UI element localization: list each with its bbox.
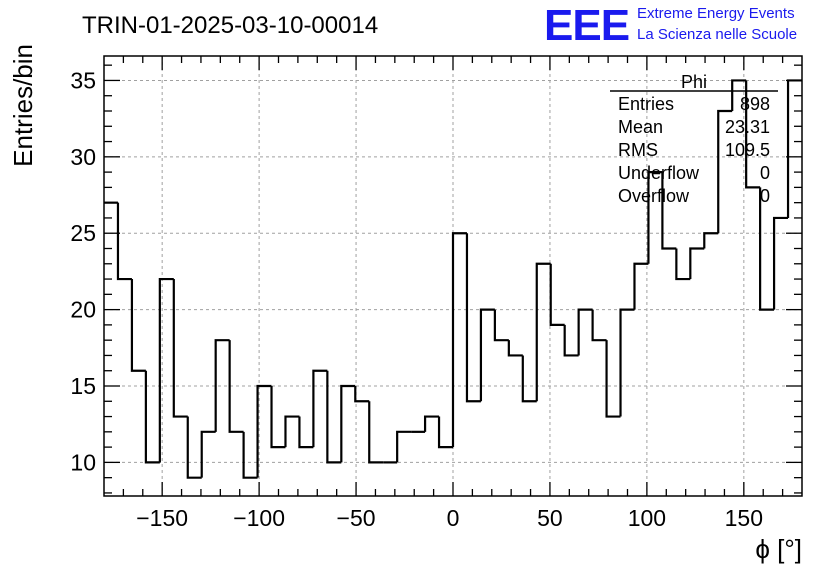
histogram-bin xyxy=(689,247,705,280)
histogram-bin xyxy=(521,355,537,403)
x-tick-label: −50 xyxy=(337,505,376,531)
histogram-bin xyxy=(647,171,663,264)
histogram-bin xyxy=(493,309,509,342)
stats-box-title: Phi xyxy=(681,72,707,92)
x-tick-label: −150 xyxy=(136,505,188,531)
histogram-bin xyxy=(256,384,272,478)
histogram-bin xyxy=(619,308,635,417)
histogram-bin xyxy=(786,79,802,218)
y-tick-label: 20 xyxy=(70,297,96,323)
stats-value-overflow: 0 xyxy=(760,186,770,206)
histogram-bin xyxy=(535,262,551,402)
histogram-bin xyxy=(549,263,565,326)
eee-logo-line1: Extreme Energy Events xyxy=(637,5,795,22)
histogram-bin xyxy=(284,415,300,448)
histogram-bin xyxy=(130,279,146,372)
histogram-bin xyxy=(200,430,216,478)
histogram-bin xyxy=(759,187,775,311)
histogram-bin xyxy=(591,309,607,342)
histogram-bin xyxy=(340,384,356,463)
stats-label-underflow: Underflow xyxy=(618,163,700,183)
histogram-bin xyxy=(214,339,230,432)
y-axis-label: Entries/bin xyxy=(8,44,38,167)
histogram-bin xyxy=(772,216,789,310)
histogram-bin xyxy=(633,262,649,310)
x-tick-label: 100 xyxy=(628,505,666,531)
histogram-bin xyxy=(661,172,677,250)
y-tick-label: 15 xyxy=(70,373,96,399)
histogram-bin xyxy=(675,248,691,281)
histogram-bin xyxy=(312,369,328,448)
histogram xyxy=(104,79,802,479)
histogram-bin xyxy=(144,370,160,464)
histogram-bin xyxy=(242,431,258,479)
stats-label-rms: RMS xyxy=(618,140,658,160)
histogram-bin xyxy=(186,416,202,479)
histogram-bin xyxy=(396,430,412,463)
x-tick-label: 0 xyxy=(447,505,460,531)
histogram-bin xyxy=(465,233,481,403)
eee-logo-mark: EEE xyxy=(544,1,629,50)
chart-title: TRIN-01-2025-03-10-00014 xyxy=(82,12,378,39)
y-tick-label: 35 xyxy=(70,67,96,93)
histogram-bin xyxy=(158,277,174,463)
histogram-bin xyxy=(745,80,761,189)
histogram-bin xyxy=(270,386,286,449)
histogram-bin xyxy=(479,308,495,402)
histogram-bin xyxy=(731,79,747,111)
histogram-bin xyxy=(577,308,593,356)
stats-value-entries: 898 xyxy=(740,94,770,114)
stats-label-entries: Entries xyxy=(618,94,674,114)
x-axis-label: ϕ [°] xyxy=(755,534,802,564)
histogram-bin xyxy=(437,416,453,449)
stats-value-underflow: 0 xyxy=(760,163,770,183)
stats-label-overflow: Overflow xyxy=(618,186,690,206)
x-tick-label: 150 xyxy=(725,505,763,531)
histogram-bin xyxy=(507,340,523,357)
histogram-bin xyxy=(717,109,733,234)
histogram-bin xyxy=(368,401,384,464)
histogram-bin xyxy=(172,279,188,418)
histogram-bin xyxy=(563,324,579,357)
histogram-bin xyxy=(228,340,244,433)
histogram-bin xyxy=(703,232,719,249)
histogram-bin xyxy=(423,415,440,432)
histogram-bin xyxy=(354,386,370,403)
eee-logo-line2: La Scienza nelle Scuole xyxy=(637,26,797,43)
axes: −150 −100 −50 0 50 100 150 10 15 20 25 30 35 xyxy=(70,55,803,531)
histogram-bin xyxy=(116,202,132,281)
histogram-bin xyxy=(326,370,342,464)
eee-logo: EEE Extreme Energy Events La Scienza nel… xyxy=(544,1,797,50)
histogram-bin xyxy=(451,232,467,448)
x-tick-label: −100 xyxy=(233,505,285,531)
histogram-bin xyxy=(605,340,621,418)
y-tick-label: 10 xyxy=(70,449,96,475)
y-tick-label: 30 xyxy=(70,144,96,170)
histogram-bin xyxy=(298,416,314,449)
x-tick-label: 50 xyxy=(537,505,563,531)
stats-box: Phi Entries 898 Mean 23.31 RMS 109.5 Und… xyxy=(610,72,778,206)
y-tick-label: 25 xyxy=(70,220,96,246)
stats-value-rms: 109.5 xyxy=(725,140,770,160)
stats-value-mean: 23.31 xyxy=(725,117,770,137)
stats-label-mean: Mean xyxy=(618,117,663,137)
